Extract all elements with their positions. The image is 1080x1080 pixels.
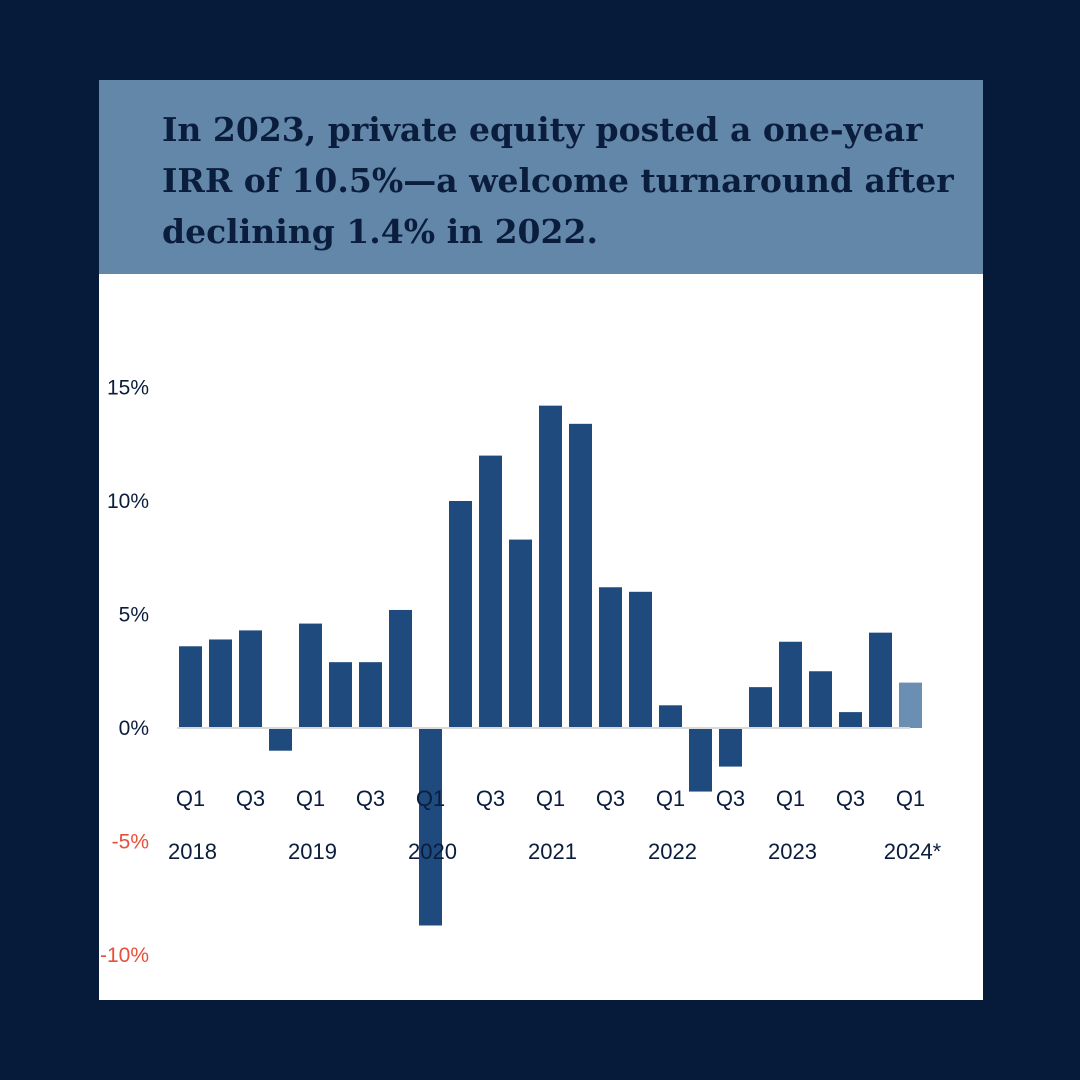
x-quarter-label: Q3 [716, 786, 745, 811]
x-quarter-label: Q1 [416, 786, 445, 811]
bar [359, 662, 382, 728]
bar [269, 728, 292, 751]
bar [509, 539, 532, 728]
x-year-label: 2022 [648, 839, 697, 864]
bar [239, 630, 262, 728]
x-year-label: 2024* [884, 839, 942, 864]
bar [449, 501, 472, 728]
bar [329, 662, 352, 728]
bar [869, 632, 892, 728]
chart-title: In 2023, private equity posted a one-yea… [162, 110, 954, 251]
x-quarter-label: Q3 [596, 786, 625, 811]
x-quarter-label: Q1 [536, 786, 565, 811]
bar [839, 712, 862, 728]
y-tick-label: 5% [119, 604, 149, 627]
bar [629, 591, 652, 728]
x-year-label: 2020 [408, 839, 457, 864]
bar-chart: 15% 10% 5% 0% -5% -10% Q1 Q3 Q1 Q3 Q1 Q3 Q1 Q3 Q1 Q3 Q1 Q… [100, 377, 942, 968]
x-quarter-label: Q1 [176, 786, 205, 811]
x-quarter-label: Q3 [836, 786, 865, 811]
x-quarter-label: Q1 [296, 786, 325, 811]
y-tick-label: -10% [100, 944, 149, 967]
x-year-label: 2023 [768, 839, 817, 864]
bar [419, 728, 442, 926]
bar [179, 646, 202, 728]
x-quarter-label: Q3 [356, 786, 385, 811]
bar [539, 405, 562, 728]
x-quarter-label: Q3 [476, 786, 505, 811]
bar [299, 623, 322, 728]
bar [209, 639, 232, 728]
chart-card: In 2023, private equity posted a one-yea… [99, 80, 983, 1000]
bar [599, 587, 622, 728]
x-quarter-label: Q1 [776, 786, 805, 811]
bar [659, 705, 682, 728]
bar [719, 728, 742, 767]
x-year-label: 2019 [288, 839, 337, 864]
y-tick-label: -5% [112, 831, 149, 854]
x-year-label: 2018 [168, 839, 217, 864]
y-tick-label: 0% [119, 717, 149, 740]
bar [749, 687, 772, 728]
bar [389, 609, 412, 728]
bar [779, 641, 802, 728]
x-year-label: 2021 [528, 839, 577, 864]
y-tick-label: 10% [107, 490, 149, 513]
title-band: In 2023, private equity posted a one-yea… [99, 80, 983, 274]
bar [479, 455, 502, 728]
x-quarter-label: Q1 [656, 786, 685, 811]
bar [809, 671, 832, 728]
bar [569, 423, 592, 728]
x-quarter-label: Q3 [236, 786, 265, 811]
bar [689, 728, 712, 792]
bar [899, 682, 922, 728]
x-quarter-label: Q1 [896, 786, 925, 811]
y-tick-label: 15% [107, 377, 149, 400]
